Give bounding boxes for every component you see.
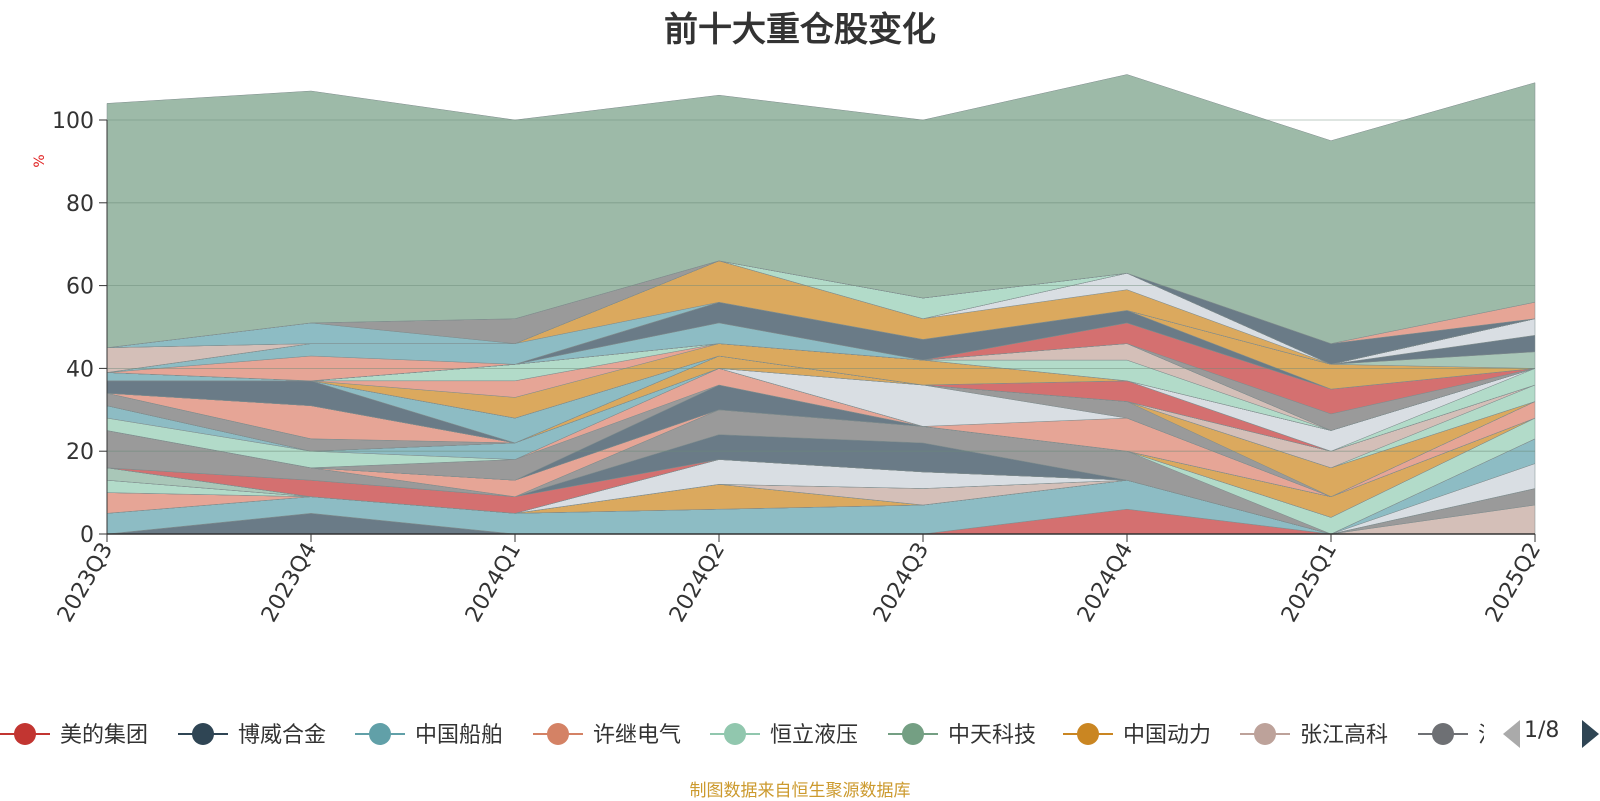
legend-marker-icon	[902, 723, 924, 745]
legend-marker-icon	[1254, 723, 1276, 745]
y-tick-label: 40	[66, 357, 94, 382]
stacked-areas	[106, 74, 1536, 535]
x-tick-label: 2023Q3	[53, 539, 118, 627]
legend-marker-icon	[1432, 723, 1454, 745]
legend-label: 美的集团	[60, 723, 148, 748]
chart-title: 前十大重仓股变化	[664, 10, 936, 50]
legend-label: 许继电气	[593, 723, 681, 748]
y-tick-label: 80	[66, 192, 94, 217]
legend-pager	[1503, 720, 1599, 748]
legend-label: 博威合金	[238, 723, 326, 748]
y-axis-label: %	[32, 154, 48, 167]
x-tick-label: 2024Q3	[869, 539, 934, 627]
pager-prev-icon[interactable]	[1503, 720, 1520, 748]
legend-marker-icon	[369, 723, 391, 745]
x-tick-label: 2024Q4	[1073, 539, 1138, 627]
legend-item[interactable]: 中天科技	[888, 723, 1036, 748]
legend-label: 恒立液压	[770, 723, 858, 748]
legend-marker-icon	[14, 723, 36, 745]
y-tick-label: 0	[80, 523, 94, 548]
x-tick-label: 2025Q1	[1277, 539, 1342, 627]
legend-item[interactable]: 美的集团	[0, 723, 148, 748]
legend-label: 中天科技	[948, 723, 1036, 748]
source-note: 制图数据来自恒生聚源数据库	[689, 781, 911, 801]
legend-marker-icon	[724, 723, 746, 745]
legend-marker-icon	[192, 723, 214, 745]
grid-lines	[107, 119, 1535, 452]
legend-item[interactable]: 恒立液压	[710, 723, 858, 748]
legend: 美的集团 博威合金 中国船舶 许继电气 恒立液压 中天科技 中国动力 张江高科 江	[0, 723, 1500, 748]
legend-item[interactable]: 博威合金	[178, 723, 326, 748]
legend-label: 中国动力	[1123, 723, 1211, 748]
x-tick-label: 2024Q2	[665, 539, 730, 627]
x-tick-label: 2024Q1	[461, 539, 526, 627]
legend-item[interactable]: 中国船舶	[355, 723, 503, 748]
legend-marker-icon	[1077, 723, 1099, 745]
y-tick-label: 60	[66, 275, 94, 300]
pager-next-icon[interactable]	[1582, 720, 1599, 748]
x-tick-label: 2023Q4	[257, 539, 322, 627]
legend-marker-icon	[547, 723, 569, 745]
legend-label: 中国船舶	[415, 723, 503, 748]
y-tick-label: 100	[52, 109, 94, 134]
legend-item[interactable]: 张江高科	[1240, 723, 1388, 748]
legend-label: 江	[1478, 723, 1500, 748]
y-tick-label: 20	[66, 440, 94, 465]
legend-item[interactable]: 中国动力	[1063, 723, 1211, 748]
legend-item[interactable]: 许继电气	[533, 723, 681, 748]
legend-page-indicator: 1/8	[1524, 718, 1560, 743]
x-tick-label: 2025Q2	[1481, 539, 1546, 627]
area-layer-59	[106, 74, 1536, 348]
legend-item[interactable]: 江	[1418, 723, 1500, 748]
legend-label: 张江高科	[1300, 723, 1388, 748]
